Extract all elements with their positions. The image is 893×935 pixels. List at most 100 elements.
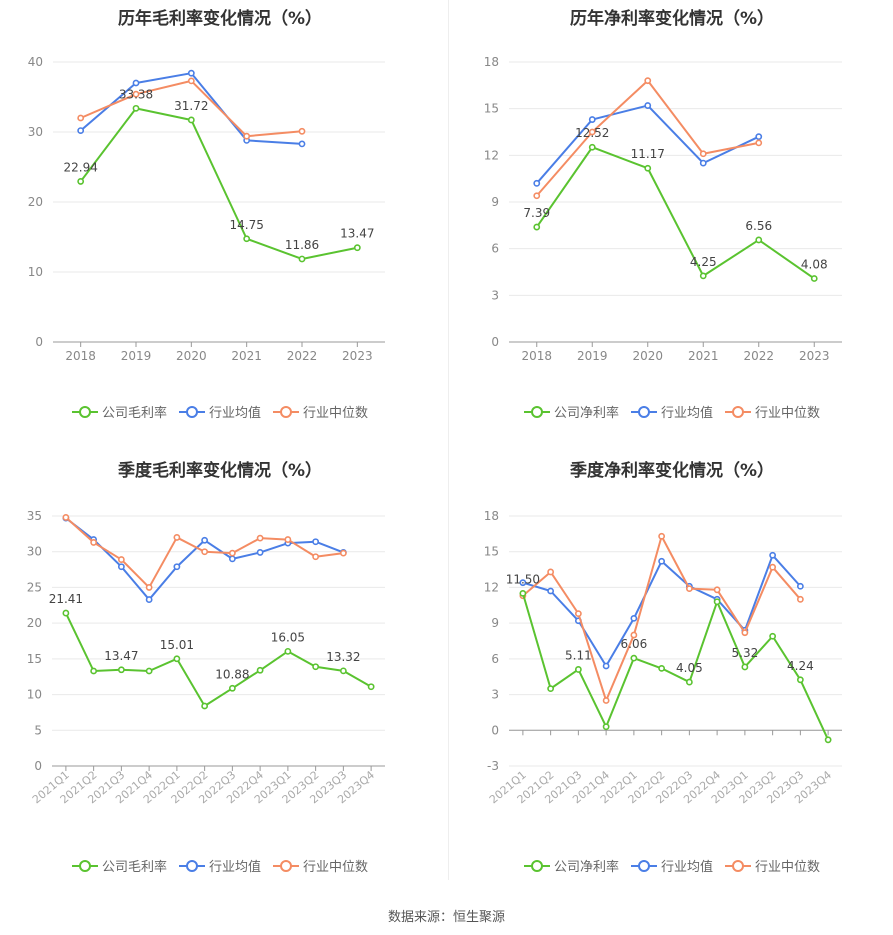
data-label: 11.50 (506, 572, 540, 586)
data-point (201, 536, 209, 544)
data-point (77, 178, 85, 185)
legend-item[interactable]: 行业均值 (630, 856, 713, 875)
data-point (256, 534, 264, 542)
data-label: 4.24 (787, 659, 814, 673)
data-point (547, 685, 555, 693)
data-point (256, 549, 264, 556)
x-tick-label: 2023 (799, 349, 830, 363)
legend-label: 行业均值 (660, 860, 713, 875)
chart-legend[interactable]: 公司净利率 行业均值 行业中位数 (452, 402, 892, 422)
legend-line-icon (725, 859, 751, 872)
data-point (547, 568, 555, 576)
series-line (521, 593, 830, 741)
legend-item[interactable]: 行业中位数 (725, 856, 820, 875)
data-label: 6.56 (745, 219, 772, 233)
legend-item[interactable]: 行业均值 (178, 402, 261, 421)
legend-item[interactable]: 公司净利率 (523, 402, 619, 421)
data-point (699, 159, 707, 167)
data-point (145, 596, 153, 603)
chart-title: 历年净利率变化情况（%） (569, 9, 775, 29)
data-point (630, 614, 638, 622)
chart-legend[interactable]: 公司净利率 行业均值 行业中位数 (452, 856, 892, 876)
annual-net-margin-chart: 历年净利率变化情况（%） 0 3 6 9 12 15 18 2018 2019 2020 2021 2… (452, 0, 892, 440)
legend-label: 公司毛利率 (101, 860, 167, 875)
data-point (339, 549, 347, 557)
y-tick-label: 10 (27, 688, 42, 702)
legend-line-icon (523, 405, 550, 418)
data-point (824, 736, 832, 744)
legend-item[interactable]: 行业中位数 (725, 402, 820, 421)
legend-label: 公司毛利率 (101, 406, 167, 421)
legend-item[interactable]: 行业中位数 (273, 856, 368, 875)
y-tick-label: 40 (28, 55, 43, 69)
data-point (228, 549, 236, 557)
x-tick-label: 2022 (743, 349, 774, 363)
data-point (699, 150, 707, 158)
y-tick-label: 20 (27, 616, 42, 630)
data-point (644, 77, 652, 85)
x-tick-label: 2019 (577, 349, 608, 363)
legend-label: 公司净利率 (553, 406, 619, 421)
y-tick-label: 25 (27, 580, 42, 594)
data-point (685, 585, 693, 593)
legend-item[interactable]: 公司净利率 (523, 856, 619, 875)
legend-line-icon (71, 859, 98, 872)
legend-line-icon (630, 405, 657, 418)
y-tick-label: 12 (484, 580, 499, 594)
data-label: 22.94 (63, 160, 97, 174)
panel-divider (448, 0, 449, 880)
data-label: 11.17 (631, 147, 665, 161)
chart-legend[interactable]: 公司毛利率 行业均值 行业中位数 (0, 402, 440, 422)
data-point (339, 667, 347, 675)
chart-plot: 051015202530352021Q12021Q22021Q32021Q420… (27, 509, 385, 806)
data-point (173, 534, 181, 541)
chart-legend[interactable]: 公司毛利率 行业均值 行业中位数 (0, 856, 440, 876)
data-point (173, 655, 181, 663)
x-tick-label: 2021 (231, 349, 262, 363)
legend-item[interactable]: 行业中位数 (273, 402, 368, 421)
data-point (602, 723, 610, 731)
legend-item[interactable]: 行业均值 (178, 856, 261, 875)
data-point (533, 192, 541, 200)
y-tick-label: 30 (27, 545, 42, 559)
y-tick-label: 6 (491, 242, 499, 256)
data-point (90, 667, 98, 675)
data-point (644, 102, 652, 109)
chart-title: 季度毛利率变化情况（%） (117, 461, 323, 481)
data-point (713, 598, 721, 606)
data-point (755, 236, 763, 244)
data-point (173, 563, 181, 571)
data-point (187, 116, 195, 124)
data-point (62, 609, 70, 617)
data-point (201, 702, 209, 710)
data-point (796, 582, 804, 590)
data-point (228, 684, 236, 692)
legend-label: 行业均值 (208, 860, 261, 875)
legend-item[interactable]: 行业均值 (630, 402, 713, 421)
data-point (62, 514, 70, 521)
data-source-note: 数据来源：恒生聚源 (387, 910, 505, 925)
data-label: 5.11 (565, 648, 592, 662)
x-tick-label: 2020 (176, 349, 207, 363)
data-label: 10.88 (215, 667, 249, 681)
data-point (533, 179, 541, 187)
data-point (574, 666, 582, 673)
data-point (685, 678, 693, 686)
x-tick-label: 2021 (688, 349, 719, 363)
data-point (533, 223, 541, 231)
legend-item[interactable]: 公司毛利率 (71, 856, 167, 875)
data-label: 13.47 (104, 649, 138, 663)
x-tick-label: 2022 (287, 349, 318, 363)
data-point (132, 104, 140, 112)
y-tick-label: 12 (484, 148, 499, 162)
data-point (769, 563, 777, 571)
y-tick-label: 9 (491, 195, 499, 209)
data-point (574, 610, 582, 618)
data-point (713, 586, 721, 594)
legend-label: 行业均值 (208, 406, 261, 421)
y-tick-label: 0 (491, 335, 499, 349)
legend-item[interactable]: 公司毛利率 (71, 402, 167, 421)
y-tick-label: 0 (34, 759, 42, 773)
y-tick-label: 18 (484, 509, 499, 523)
data-label: 13.32 (326, 650, 360, 664)
